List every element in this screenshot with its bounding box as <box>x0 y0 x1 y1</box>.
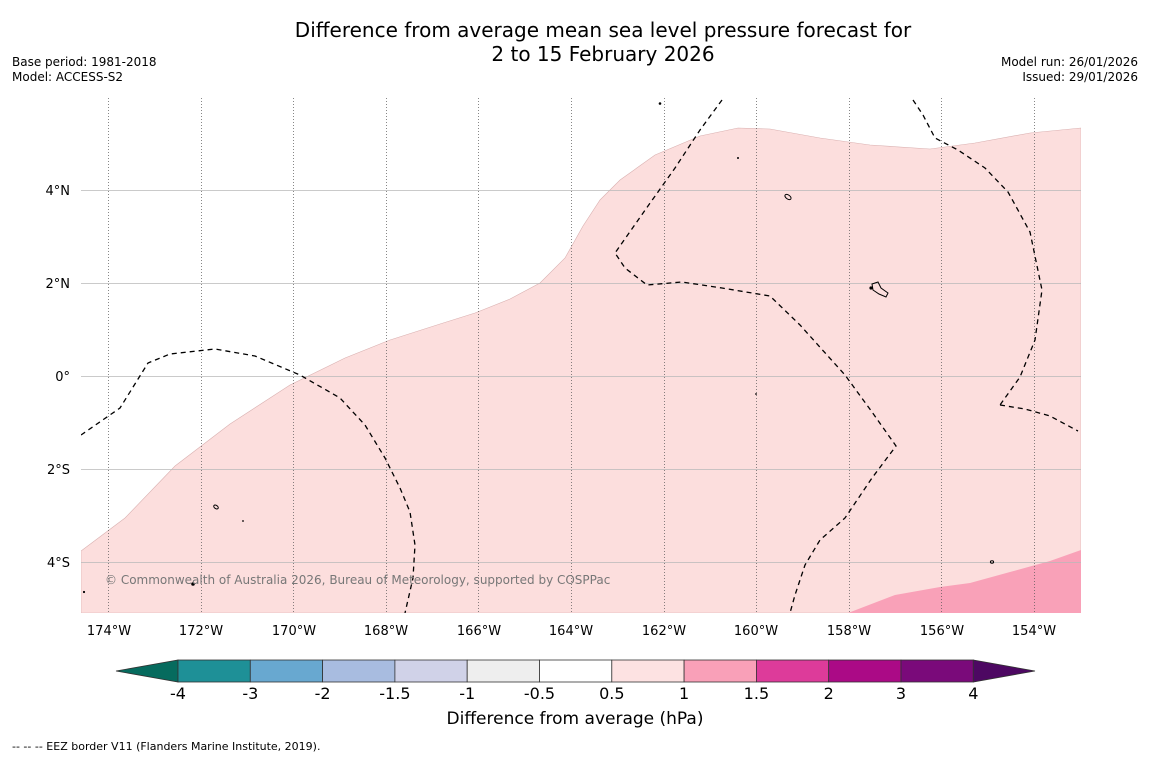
eez-border-central <box>614 99 897 613</box>
lon-label-174w: 174°W <box>87 624 131 639</box>
colorbar-extend-low <box>115 659 179 683</box>
lon-label-156w: 156°W <box>920 624 964 639</box>
anomaly-region-0-5-to-1 <box>81 127 1081 613</box>
lon-label-172w: 172°W <box>179 624 223 639</box>
colorbar-tick-label: 0.5 <box>599 684 624 700</box>
atoll-dot <box>869 286 873 290</box>
copyright-text: © Commonwealth of Australia 2026, Bureau… <box>105 573 610 587</box>
model-run-label: Model run: 26/01/2026 <box>1000 55 1138 69</box>
colorbar-extend-high <box>972 659 1036 683</box>
colorbar-segment <box>322 659 396 683</box>
colorbar-segment <box>828 659 902 683</box>
atolls <box>82 102 873 594</box>
eez-borders <box>81 99 1079 613</box>
eez-footnote: -- -- -- EEZ border V11 (Flanders Marine… <box>12 740 321 753</box>
lat-label-2n: 2°N <box>46 277 71 292</box>
colorbar-segment <box>177 659 251 683</box>
lon-label-160w: 160°W <box>734 624 778 639</box>
colorbar-tick-label: -1 <box>459 684 475 700</box>
island-outline <box>213 504 219 510</box>
title-line-2: 2 to 15 February 2026 <box>491 42 715 66</box>
island-outline <box>989 560 995 564</box>
colorbar-tick-label: -2 <box>315 684 331 700</box>
colorbar-tick-label: 4 <box>968 684 978 700</box>
lon-label-166w: 166°W <box>457 624 501 639</box>
colorbar-tick-label: 1 <box>679 684 689 700</box>
model-label: Model: ACCESS-S2 <box>12 70 124 84</box>
atoll-dot <box>737 157 739 159</box>
atoll-dot <box>658 102 662 105</box>
lat-label-equator: 0° <box>55 370 70 385</box>
eez-border-west <box>81 348 416 613</box>
colorbar-tick-label: -4 <box>170 684 186 700</box>
colorbar-segment <box>900 659 974 683</box>
colorbar-tick-label: 3 <box>896 684 906 700</box>
lon-label-162w: 162°W <box>642 624 686 639</box>
island-outline <box>871 281 889 298</box>
meta-left: Base period: 1981-2018 Model: ACCESS-S2 <box>12 55 157 85</box>
map-plot-area: © Commonwealth of Australia 2026, Bureau… <box>81 98 1081 613</box>
latitude-gridlines <box>81 190 1081 563</box>
atoll-dot <box>82 590 86 594</box>
colorbar-segment <box>611 659 685 683</box>
coastlines <box>213 193 995 564</box>
lat-label-2s: 2°S <box>47 463 70 478</box>
colorbar-tick-label: 2 <box>824 684 834 700</box>
longitude-labels: 174°W 172°W 170°W 168°W 166°W 164°W 162°… <box>87 624 1056 639</box>
anomaly-region-1-to-1-5 <box>848 550 1081 613</box>
lon-label-170w: 170°W <box>272 624 316 639</box>
colorbar-tick-label: -3 <box>242 684 258 700</box>
colorbar-segment <box>394 659 468 683</box>
colorbar-title: Difference from average (hPa) <box>446 709 704 729</box>
colorbar-segment <box>539 659 613 683</box>
colorbar-tick-label: 1.5 <box>744 684 769 700</box>
lon-label-154w: 154°W <box>1012 624 1056 639</box>
colorbar: -4 -3 -2 -1.5 -1 -0.5 0.5 1 1.5 2 3 4 <box>115 659 1036 700</box>
atoll-dot <box>755 393 757 395</box>
lon-label-168w: 168°W <box>364 624 408 639</box>
colorbar-tick-label: -0.5 <box>524 684 555 700</box>
map-figure: © Commonwealth of Australia 2026, Bureau… <box>46 98 1081 700</box>
meta-right: Model run: 26/01/2026 Issued: 29/01/2026 <box>1001 55 1138 85</box>
longitude-gridlines <box>108 98 1035 613</box>
latitude-labels: 4°N 2°N 0° 2°S 4°S <box>46 184 71 571</box>
base-period-label: Base period: 1981-2018 <box>12 55 157 69</box>
colorbar-segment <box>249 659 324 683</box>
island-outline <box>784 193 792 201</box>
lat-label-4s: 4°S <box>47 556 70 571</box>
colorbar-segment <box>756 659 830 683</box>
eez-border-east-lower <box>999 404 1079 432</box>
title-line-1: Difference from average mean sea level p… <box>294 18 912 42</box>
lat-label-4n: 4°N <box>46 184 71 199</box>
colorbar-segment <box>466 659 540 683</box>
atoll-dot <box>242 520 244 522</box>
eez-border-east-upper <box>912 99 1043 406</box>
lon-label-158w: 158°W <box>827 624 871 639</box>
chart-title: Difference from average mean sea level p… <box>0 18 1150 66</box>
colorbar-tick-label: -1.5 <box>379 684 410 700</box>
atoll-dot <box>191 582 195 586</box>
colorbar-segment <box>683 659 757 683</box>
lon-label-164w: 164°W <box>549 624 593 639</box>
issued-label: Issued: 29/01/2026 <box>1022 70 1138 84</box>
